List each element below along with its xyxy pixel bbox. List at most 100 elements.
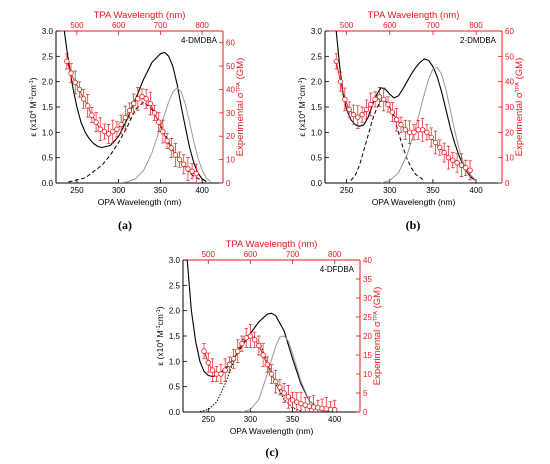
tpa-point bbox=[247, 333, 254, 339]
tpa-point bbox=[260, 352, 266, 358]
tpa-point bbox=[368, 101, 374, 108]
panel-tag: (c) bbox=[265, 445, 278, 459]
sample-label: 4-DMDBA bbox=[181, 36, 218, 45]
tpa-point bbox=[445, 154, 452, 161]
y2-tick-label: 40 bbox=[505, 78, 514, 87]
x-tick-label: 350 bbox=[426, 186, 440, 195]
tpa-point bbox=[93, 119, 99, 125]
y2-axis-label: Experimental σTPA (GM) bbox=[235, 58, 246, 157]
tpa-point bbox=[126, 107, 133, 114]
tpa-point bbox=[164, 138, 170, 144]
y2-axis-label: Experimental σTPA (GM) bbox=[514, 58, 525, 157]
y2-tick-label: 0 bbox=[226, 179, 231, 188]
tpa-point bbox=[432, 139, 439, 146]
tpa-point bbox=[156, 119, 162, 125]
y2-tick-label: 15 bbox=[363, 351, 372, 360]
tpa-point bbox=[85, 103, 91, 109]
x-tick-label: 350 bbox=[154, 186, 168, 195]
tpa-point bbox=[273, 378, 279, 385]
x-tick-label: 300 bbox=[244, 415, 258, 424]
tpa-point bbox=[289, 397, 296, 403]
tpa-point bbox=[193, 170, 199, 177]
tpa-point bbox=[306, 403, 313, 409]
x2-axis-label: TPA Wavelength (nm) bbox=[368, 10, 460, 21]
tpa-point bbox=[402, 127, 408, 133]
opa-dashed-black-curve bbox=[68, 101, 203, 183]
y-axis-label: ε (x104 M-1cm-1) bbox=[297, 77, 307, 136]
tpa-point bbox=[458, 162, 465, 168]
y-tick-label: 0.5 bbox=[311, 154, 323, 163]
tpa-point bbox=[359, 111, 365, 118]
tpa-point bbox=[147, 100, 154, 107]
tpa-point bbox=[218, 371, 224, 377]
tpa-point bbox=[205, 359, 211, 366]
plot-area bbox=[186, 260, 338, 412]
x2-tick-label: 700 bbox=[154, 21, 168, 30]
y-axis-label: ε (x104 M-1cm-1) bbox=[155, 306, 165, 365]
y2-tick-label: 0 bbox=[505, 179, 510, 188]
plot-area bbox=[63, 31, 211, 183]
tpa-point bbox=[122, 114, 129, 121]
y-tick-label: 0.0 bbox=[311, 179, 323, 188]
tpa-point bbox=[463, 165, 469, 171]
opa-solid-black-curve bbox=[335, 31, 477, 181]
tpa-point bbox=[315, 405, 321, 411]
x-tick-label: 250 bbox=[70, 186, 84, 195]
y-tick-label: 0.0 bbox=[42, 179, 54, 188]
y-tick-label: 2.5 bbox=[42, 52, 54, 61]
tpa-point bbox=[209, 367, 216, 373]
tpa-point bbox=[89, 112, 95, 118]
x-axis-label: OPA Wavelength (nm) bbox=[372, 197, 456, 207]
y2-tick-label: 20 bbox=[505, 128, 514, 137]
tpa-point bbox=[281, 390, 287, 396]
x-tick-label: 300 bbox=[383, 186, 397, 195]
tpa-point bbox=[185, 166, 191, 172]
y-tick-label: 3.0 bbox=[169, 256, 181, 265]
y2-tick-label: 20 bbox=[363, 332, 372, 341]
tpa-point bbox=[372, 96, 378, 103]
x-tick-label: 400 bbox=[469, 186, 483, 195]
tpa-point bbox=[381, 96, 387, 103]
y-tick-label: 1.5 bbox=[311, 103, 323, 112]
tpa-point bbox=[130, 100, 137, 107]
tpa-point bbox=[415, 127, 421, 133]
tpa-point bbox=[139, 93, 145, 100]
y-tick-label: 0.5 bbox=[169, 383, 181, 392]
tpa-point bbox=[72, 79, 78, 86]
tpa-point bbox=[172, 152, 179, 158]
tpa-point bbox=[230, 356, 237, 362]
tpa-point bbox=[256, 342, 262, 349]
x2-tick-label: 800 bbox=[469, 21, 483, 30]
tpa-point bbox=[135, 96, 141, 102]
x-tick-label: 300 bbox=[112, 186, 126, 195]
y2-tick-label: 60 bbox=[505, 27, 514, 36]
tpa-point bbox=[222, 367, 228, 373]
y2-tick-label: 0 bbox=[363, 408, 368, 417]
y2-tick-label: 30 bbox=[363, 294, 372, 303]
panel-tag: (b) bbox=[406, 218, 421, 232]
tpa-point bbox=[441, 149, 447, 156]
y-tick-label: 1.5 bbox=[42, 103, 54, 112]
opa-solid-black-curve bbox=[63, 31, 207, 182]
y2-tick-label: 10 bbox=[363, 370, 372, 379]
tpa-point bbox=[385, 101, 391, 108]
tpa-point bbox=[189, 168, 195, 175]
x-tick-label: 400 bbox=[328, 415, 342, 424]
tpa-point bbox=[393, 116, 400, 123]
x2-tick-label: 600 bbox=[383, 21, 397, 30]
tpa-point bbox=[176, 156, 183, 163]
y-tick-label: 1.5 bbox=[169, 332, 181, 341]
tpa-point bbox=[64, 58, 70, 65]
y2-tick-label: 30 bbox=[226, 109, 235, 118]
x-tick-label: 350 bbox=[286, 415, 300, 424]
tpa-point bbox=[264, 361, 270, 368]
tpa-point bbox=[68, 70, 74, 76]
y2-tick-label: 60 bbox=[226, 39, 235, 48]
y2-tick-label: 40 bbox=[226, 85, 235, 94]
tpa-point bbox=[342, 96, 348, 103]
tpa-point bbox=[332, 407, 338, 412]
tpa-point bbox=[80, 96, 87, 102]
panel-tag: (a) bbox=[118, 218, 132, 232]
y-tick-label: 1.0 bbox=[311, 128, 323, 137]
